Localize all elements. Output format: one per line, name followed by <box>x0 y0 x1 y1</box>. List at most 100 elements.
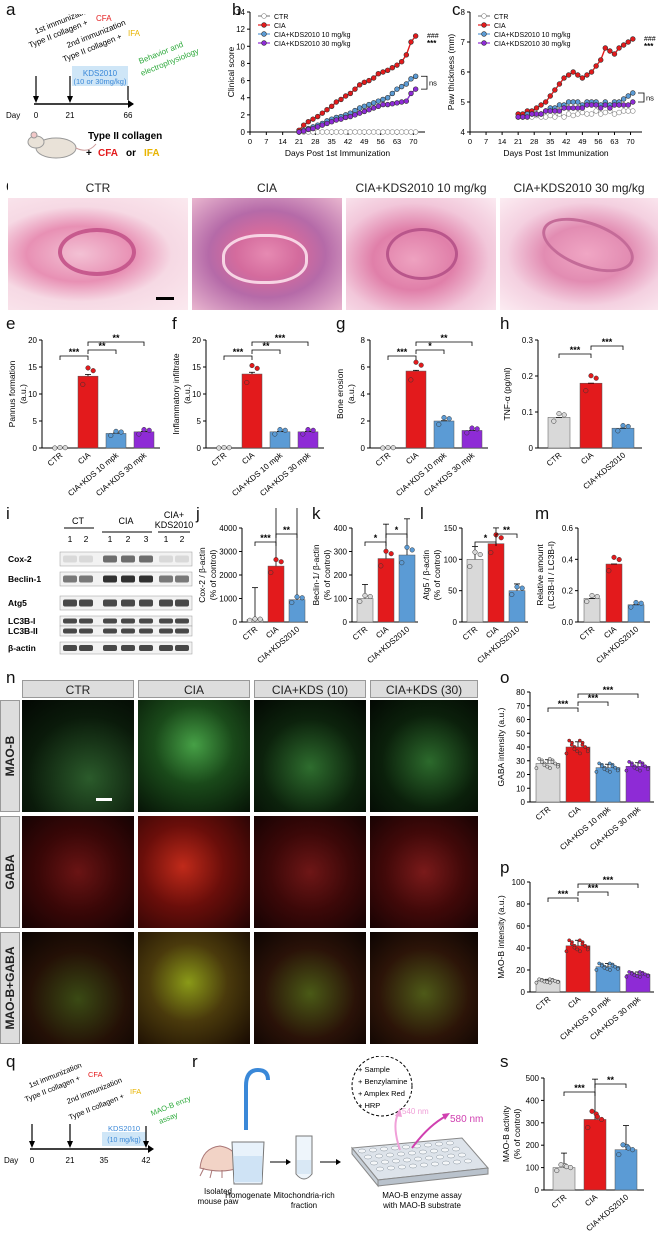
data-point <box>356 129 363 135</box>
y-tick-label: 60 <box>516 716 525 725</box>
data-point <box>296 129 302 135</box>
y-axis-label: GABA intensity (a.u.) <box>496 707 506 786</box>
data-point <box>394 129 400 135</box>
data-point <box>80 381 86 387</box>
data-point <box>352 112 358 118</box>
data-point <box>620 96 627 102</box>
sig-bracket <box>275 533 298 538</box>
a-dose: (10 or 30mg/kg) <box>74 77 127 86</box>
histology-kds10: CIA+KDS2010 10 mg/kg <box>346 178 496 310</box>
data-point <box>575 749 580 754</box>
plate-well <box>380 1146 388 1152</box>
data-point <box>565 111 572 117</box>
data-point <box>547 108 553 114</box>
fluor-col-kds10: CIA+KDS (10) <box>254 680 366 698</box>
atg5-chart: 0 50 100 150 Atg5 / β-actin (% of control) CTR… <box>421 524 528 665</box>
data-point <box>383 548 389 554</box>
data-point <box>319 129 326 135</box>
q-ifa: IFA <box>130 1087 141 1096</box>
timeline-q: 1st immunization Type II collagen + CFA … <box>4 1064 190 1165</box>
data-point <box>538 102 544 108</box>
data-point <box>564 751 569 756</box>
data-point <box>403 98 410 104</box>
blot-band <box>121 628 135 634</box>
blot-band <box>139 628 153 634</box>
blot-row-label: Beclin-1 <box>8 574 41 584</box>
data-point <box>398 83 405 90</box>
data-point <box>616 45 622 51</box>
data-point <box>389 129 396 135</box>
data-point <box>361 108 368 115</box>
sig-stars: *** <box>603 875 614 885</box>
data-point <box>244 379 250 386</box>
data-point <box>630 99 636 105</box>
plate-well <box>398 1164 406 1170</box>
data-point <box>412 86 419 92</box>
sig-bracket <box>223 355 253 360</box>
histology-caption: CIA <box>192 178 342 198</box>
data-point <box>645 974 650 978</box>
data-point <box>579 105 586 111</box>
data-point <box>602 109 609 116</box>
y-tick-label: 100 <box>444 555 458 564</box>
data-point <box>545 764 550 769</box>
data-point <box>361 103 368 109</box>
sig-stars: *** <box>69 347 80 357</box>
r-plate2: with MAO-B substrate <box>382 1201 461 1210</box>
data-point <box>136 431 142 437</box>
gaba-intensity-chart: 0 10 20 30 40 50 60 70 80 GABA intensity (a.u.) CT… <box>496 685 654 852</box>
fluor-row-merge: MAO-B+GABA <box>0 932 20 1044</box>
data-point <box>563 1164 569 1170</box>
histology-kds30: CIA+KDS2010 30 mg/kg <box>500 178 658 310</box>
r-em: 580 nm <box>450 1114 483 1125</box>
y-tick-label: 0 <box>241 128 246 137</box>
plate-well <box>424 1142 432 1148</box>
data-point <box>347 113 354 120</box>
data-point <box>624 974 629 979</box>
sig-bracket <box>547 707 579 712</box>
plate-well <box>453 1159 461 1165</box>
x-tick-label: CTR <box>550 1193 569 1211</box>
data-point <box>594 769 599 774</box>
lc3b-ratio-chart: 0.0 0.2 0.4 0.6 Relative amount (LC3B-II / LC… <box>535 524 650 665</box>
histology-caption: CTR <box>8 178 188 198</box>
r-paw1: Isolated <box>204 1187 232 1196</box>
data-point <box>570 105 576 111</box>
plate-well <box>392 1158 400 1164</box>
y-tick-label: 2000 <box>219 571 237 580</box>
data-point <box>519 585 525 591</box>
data-point <box>310 116 316 122</box>
x-tick-label: 63 <box>393 137 401 146</box>
bar <box>405 370 427 449</box>
data-point <box>472 549 478 555</box>
plate-well <box>425 1155 433 1161</box>
plate-well <box>391 1145 399 1151</box>
plate-well <box>386 1152 394 1158</box>
y-tick-label: 20 <box>516 771 525 780</box>
data-point <box>539 760 544 764</box>
sig-bracket <box>59 355 89 360</box>
data-point <box>561 114 567 120</box>
data-point <box>310 125 316 132</box>
histology-ctr: CTR <box>8 178 188 310</box>
data-point <box>305 427 311 433</box>
y-tick-label: 20 <box>516 966 525 975</box>
x-tick-label: CIA <box>76 450 93 466</box>
y-tick-label: 12 <box>236 25 245 34</box>
sig-bracket <box>254 541 277 546</box>
x-tick-label: 0 <box>248 137 252 146</box>
fluorescence-image <box>22 700 134 812</box>
data-point <box>398 99 405 105</box>
y-tick-label: 40 <box>516 944 525 953</box>
data-point <box>141 427 147 433</box>
r-mito2: fraction <box>291 1201 317 1210</box>
y-tick-label: 500 <box>526 1074 540 1083</box>
data-point <box>367 593 373 600</box>
data-point <box>328 103 335 109</box>
histology-caption: CIA+KDS2010 30 mg/kg <box>500 178 658 198</box>
data-point <box>247 617 253 623</box>
y-tick-label: 0 <box>233 618 238 627</box>
data-point <box>514 584 520 590</box>
data-point <box>575 947 580 952</box>
q-day0: 0 <box>30 1156 35 1165</box>
